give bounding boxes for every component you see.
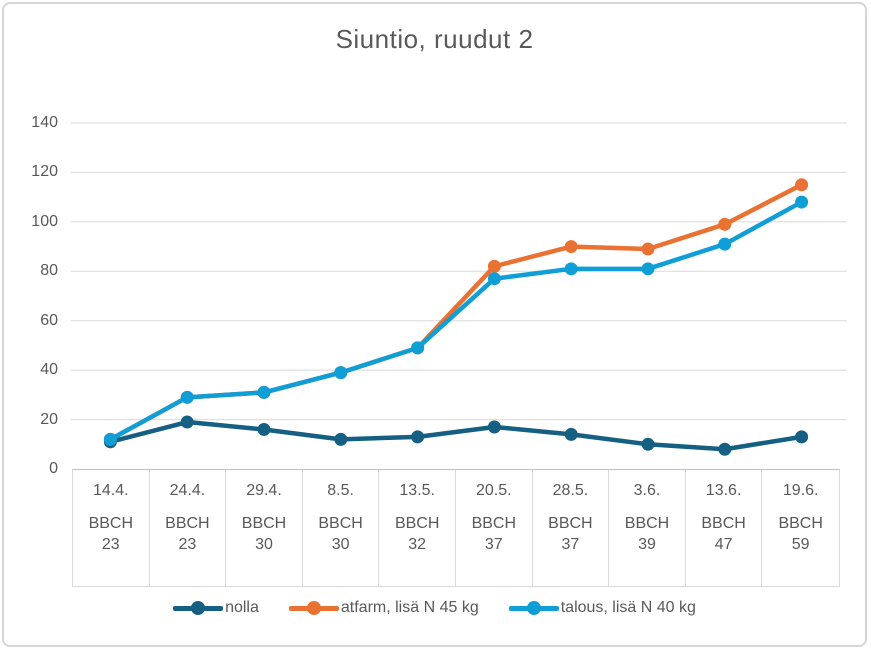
data-point bbox=[564, 240, 578, 254]
data-point bbox=[641, 262, 655, 276]
x-axis-cell: 19.6. BBCH 59 bbox=[762, 470, 839, 586]
data-point bbox=[257, 422, 271, 436]
x-bbch-label: BBCH 37 bbox=[548, 515, 593, 553]
series-line bbox=[108, 199, 804, 442]
legend-item: talous, lisä N 40 kg bbox=[508, 599, 696, 617]
y-tick-label: 140 bbox=[31, 114, 58, 131]
data-point bbox=[795, 178, 809, 192]
data-point bbox=[564, 427, 578, 441]
data-point bbox=[795, 195, 809, 209]
x-axis-cell: 20.5. BBCH 37 bbox=[456, 470, 533, 586]
x-date-label: 13.5. bbox=[399, 482, 435, 499]
data-point bbox=[795, 430, 809, 444]
legend-label: nolla bbox=[225, 599, 259, 616]
legend-label: talous, lisä N 40 kg bbox=[560, 599, 696, 616]
chart-title: Siuntio, ruudut 2 bbox=[335, 24, 534, 54]
x-bbch-label: BBCH 30 bbox=[241, 515, 287, 553]
x-bbch-label: BBCH 23 bbox=[88, 515, 134, 553]
line-plot-area bbox=[71, 122, 847, 456]
x-bbch-label: BBCH 23 bbox=[165, 515, 210, 553]
x-bbch-label: BBCH 39 bbox=[624, 515, 670, 553]
x-date-label: 8.5. bbox=[327, 482, 354, 499]
x-axis-cell: 3.6. BBCH 39 bbox=[609, 470, 686, 586]
data-point bbox=[718, 442, 732, 456]
x-date-label: 20.5. bbox=[475, 482, 512, 499]
legend-item: nolla bbox=[173, 599, 259, 617]
x-axis-table: 14.4. BBCH 23 24.4. BBCH 23 29.4. BBCH 30 8.5.… bbox=[72, 469, 840, 587]
data-point bbox=[718, 217, 732, 231]
x-bbch-label: BBCH 47 bbox=[701, 515, 746, 553]
x-date-label: 29.4. bbox=[246, 482, 282, 499]
data-point bbox=[641, 242, 655, 256]
data-point bbox=[334, 432, 348, 446]
y-tick-label: 60 bbox=[40, 311, 58, 329]
y-tick-label: 0 bbox=[49, 460, 58, 477]
x-date-label: 14.4. bbox=[93, 482, 129, 499]
data-point bbox=[487, 272, 501, 286]
x-axis-cell: 8.5. BBCH 30 bbox=[303, 470, 380, 586]
data-point bbox=[257, 385, 271, 399]
data-point bbox=[411, 430, 425, 444]
x-bbch-label: BBCH 59 bbox=[778, 515, 823, 553]
legend-marker-icon bbox=[173, 600, 224, 616]
data-point bbox=[641, 437, 655, 451]
data-point bbox=[487, 420, 501, 434]
y-tick-label: 80 bbox=[40, 262, 58, 280]
y-tick-label: 100 bbox=[31, 212, 58, 230]
x-axis-cell: 29.4. BBCH 30 bbox=[226, 470, 303, 586]
x-date-label: 13.6. bbox=[705, 482, 742, 499]
x-date-label: 3.6. bbox=[633, 482, 661, 499]
data-point bbox=[487, 259, 501, 273]
chart-legend: nolla atfarm, lisä N 45 kg talous, lisä N … bbox=[4, 599, 865, 617]
x-bbch-label: BBCH 30 bbox=[318, 515, 363, 553]
data-point bbox=[718, 237, 732, 251]
x-date-label: 24.4. bbox=[169, 482, 206, 499]
legend-item: atfarm, lisä N 45 kg bbox=[288, 599, 479, 617]
legend-label: atfarm, lisä N 45 kg bbox=[340, 599, 479, 616]
data-point bbox=[411, 341, 425, 355]
x-axis-cell: 24.4. BBCH 23 bbox=[150, 470, 227, 586]
x-axis-cell: 14.4. BBCH 23 bbox=[73, 470, 150, 586]
x-axis-cell: 13.6. BBCH 47 bbox=[686, 470, 763, 586]
y-tick-label: 20 bbox=[40, 410, 58, 428]
data-point bbox=[103, 432, 117, 446]
x-axis-cell: 13.5. BBCH 32 bbox=[379, 470, 456, 586]
x-bbch-label: BBCH 32 bbox=[394, 515, 440, 553]
legend-marker-icon bbox=[288, 600, 339, 616]
y-tick-label: 40 bbox=[40, 361, 58, 379]
x-date-label: 19.6. bbox=[782, 482, 819, 499]
y-tick-label: 120 bbox=[31, 163, 58, 181]
x-date-label: 28.5. bbox=[552, 482, 589, 499]
x-bbch-label: BBCH 37 bbox=[471, 515, 517, 553]
x-axis-cell: 28.5. BBCH 37 bbox=[533, 470, 610, 586]
data-point bbox=[180, 415, 194, 429]
data-point bbox=[334, 366, 348, 380]
legend-marker-icon bbox=[508, 600, 559, 616]
data-point bbox=[180, 390, 194, 404]
series-line bbox=[108, 419, 804, 452]
data-point bbox=[564, 262, 578, 276]
